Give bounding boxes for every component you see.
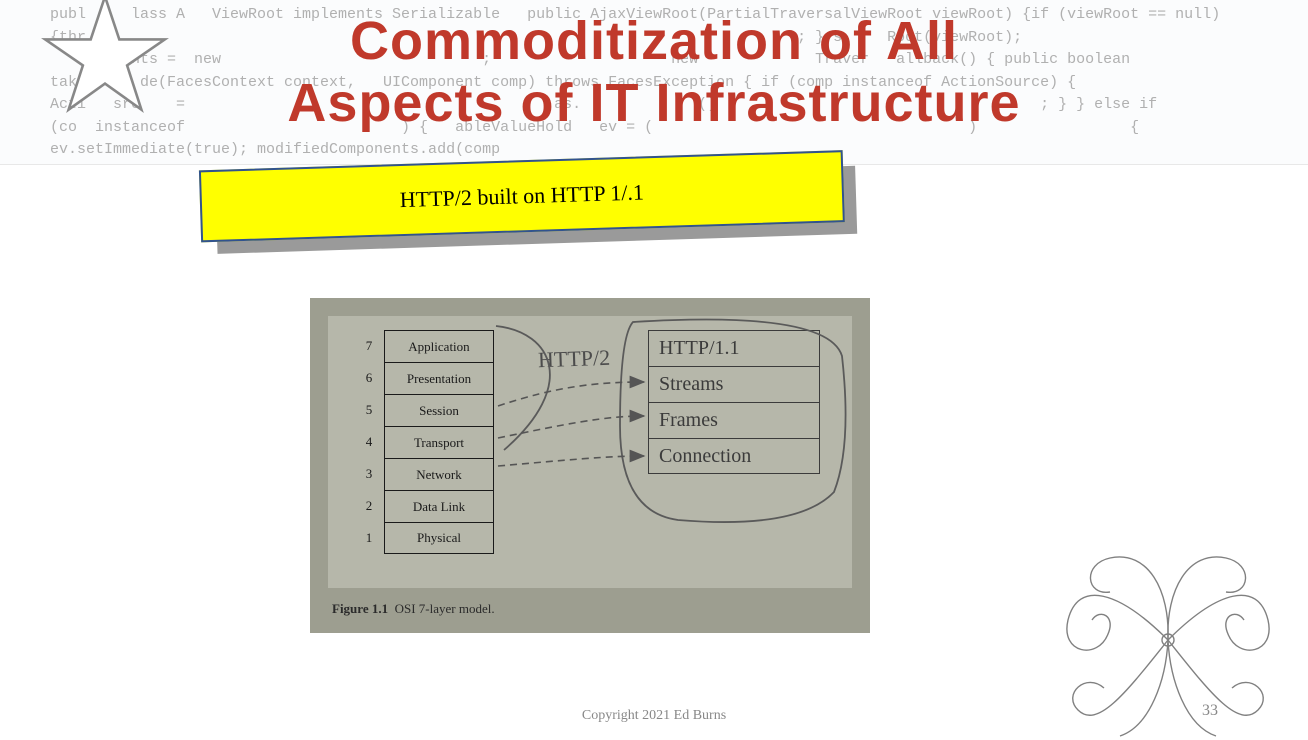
osi-num: 1 xyxy=(358,530,380,546)
star-icon xyxy=(40,0,170,125)
stack-row: HTTP/1.1 xyxy=(648,330,820,366)
osi-layer: Network xyxy=(384,458,494,490)
osi-num: 3 xyxy=(358,466,380,482)
osi-layer: Transport xyxy=(384,426,494,458)
osi-row: 7 Application xyxy=(358,330,494,362)
osi-layer: Application xyxy=(384,330,494,362)
stack-row: Streams xyxy=(648,366,820,402)
osi-layer: Data Link xyxy=(384,490,494,522)
osi-num: 5 xyxy=(358,402,380,418)
osi-row: 3 Network xyxy=(358,458,494,490)
callout-text: HTTP/2 built on HTTP 1/.1 xyxy=(399,179,644,213)
osi-layer: Session xyxy=(384,394,494,426)
http-stack: HTTP/1.1 Streams Frames Connection xyxy=(648,330,820,474)
osi-layer: Presentation xyxy=(384,362,494,394)
figure-paper: 7 Application 6 Presentation 5 Session 4… xyxy=(328,316,852,588)
osi-num: 4 xyxy=(358,434,380,450)
footer-page-number: 33 xyxy=(1202,702,1218,720)
caption-prefix: Figure 1.1 xyxy=(332,601,388,616)
caption-text: OSI 7-layer model. xyxy=(395,601,495,616)
osi-figure: 7 Application 6 Presentation 5 Session 4… xyxy=(310,298,870,633)
osi-layer: Physical xyxy=(384,522,494,554)
osi-row: 6 Presentation xyxy=(358,362,494,394)
osi-table: 7 Application 6 Presentation 5 Session 4… xyxy=(358,330,494,554)
title-line-1: Commoditization of All xyxy=(350,11,958,71)
stack-row: Connection xyxy=(648,438,820,474)
osi-row: 5 Session xyxy=(358,394,494,426)
osi-num: 2 xyxy=(358,498,380,514)
osi-row: 2 Data Link xyxy=(358,490,494,522)
title-line-2: Aspects of IT Infrastructure xyxy=(287,73,1020,133)
osi-num: 7 xyxy=(358,338,380,354)
osi-num: 6 xyxy=(358,370,380,386)
slide-title: Commoditization of All Aspects of IT Inf… xyxy=(0,10,1308,134)
osi-row: 4 Transport xyxy=(358,426,494,458)
stack-row: Frames xyxy=(648,402,820,438)
http2-label: HTTP/2 xyxy=(538,345,611,374)
footer-copyright: Copyright 2021 Ed Burns xyxy=(0,708,1308,724)
figure-caption: Figure 1.1 OSI 7-layer model. xyxy=(332,601,495,617)
osi-row: 1 Physical xyxy=(358,522,494,554)
